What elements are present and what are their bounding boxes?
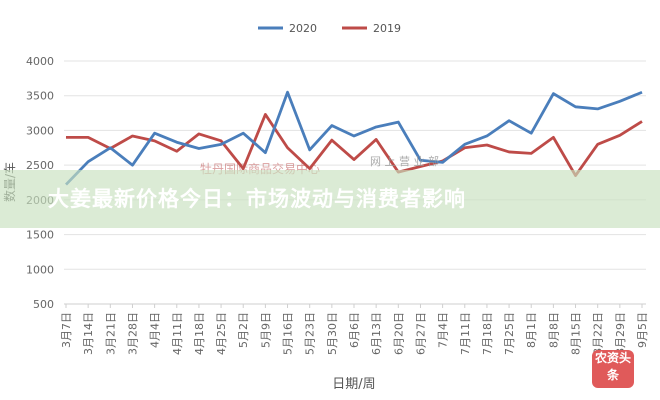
y-tick-label: 1500: [26, 229, 54, 242]
x-tick-label: 6月6日: [348, 312, 361, 348]
legend-label-2019: 2019: [373, 22, 401, 35]
x-tick-label: 7月4日: [437, 312, 450, 348]
y-tick-label: 4000: [26, 55, 54, 68]
y-tick-label: 2500: [26, 159, 54, 172]
x-tick-label: 7月11日: [459, 312, 472, 355]
x-tick-label: 9月5日: [636, 312, 649, 348]
x-tick-label: 3月21日: [104, 312, 117, 355]
x-tick-label: 8月15日: [570, 312, 583, 355]
x-tick-label: 6月27日: [414, 312, 427, 355]
x-tick-label: 8月22日: [592, 312, 605, 355]
legend-label-2020: 2020: [289, 22, 317, 35]
x-tick-label: 5月2日: [237, 312, 250, 348]
x-tick-label: 8月8日: [547, 312, 560, 348]
watermark-sub: 网 上 营 业 部: [370, 155, 439, 168]
x-tick-label: 5月9日: [259, 312, 272, 348]
x-tick-label: 5月16日: [282, 312, 295, 355]
y-tick-label: 3000: [26, 124, 54, 137]
headline-banner: [0, 170, 660, 228]
x-tick-label: 8月1日: [525, 312, 538, 348]
headline-text: 大姜最新价格今日：市场波动与消费者影响: [48, 187, 466, 211]
logo: 农资头条: [592, 350, 634, 388]
x-tick-label: 7月25日: [503, 312, 516, 355]
x-tick-label: 3月14日: [82, 312, 95, 355]
y-tick-label: 3500: [26, 90, 54, 103]
x-tick-label: 8月29日: [614, 312, 627, 355]
x-tick-label: 3月28日: [126, 312, 139, 355]
y-tick-label: 500: [33, 298, 54, 311]
x-tick-label: 3月7日: [60, 312, 73, 348]
x-tick-label: 5月30日: [326, 312, 339, 355]
x-tick-label: 5月23日: [304, 312, 317, 355]
x-tick-label: 4月11日: [171, 312, 184, 355]
x-tick-label: 4月25日: [215, 312, 228, 355]
y-tick-label: 1000: [26, 263, 54, 276]
series-line-2019: [66, 113, 643, 177]
x-tick-label: 4月4日: [149, 312, 162, 348]
x-tick-label: 4月18日: [193, 312, 206, 355]
x-tick-label: 7月18日: [481, 312, 494, 355]
x-tick-label: 6月20日: [392, 312, 405, 355]
x-axis-label: 日期/周: [332, 377, 375, 392]
x-tick-label: 6月13日: [370, 312, 383, 355]
